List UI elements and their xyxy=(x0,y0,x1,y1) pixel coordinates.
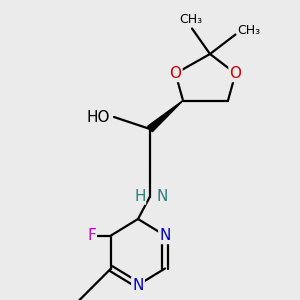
Polygon shape xyxy=(148,100,183,132)
Text: HO: HO xyxy=(86,110,110,124)
Text: H: H xyxy=(134,189,146,204)
Text: CH₃: CH₃ xyxy=(179,13,202,26)
Text: O: O xyxy=(230,66,242,81)
Text: O: O xyxy=(169,66,181,81)
Text: N: N xyxy=(132,278,144,292)
Text: F: F xyxy=(87,228,96,243)
Text: N: N xyxy=(156,189,167,204)
Text: N: N xyxy=(159,228,171,243)
Text: CH₃: CH₃ xyxy=(237,23,261,37)
